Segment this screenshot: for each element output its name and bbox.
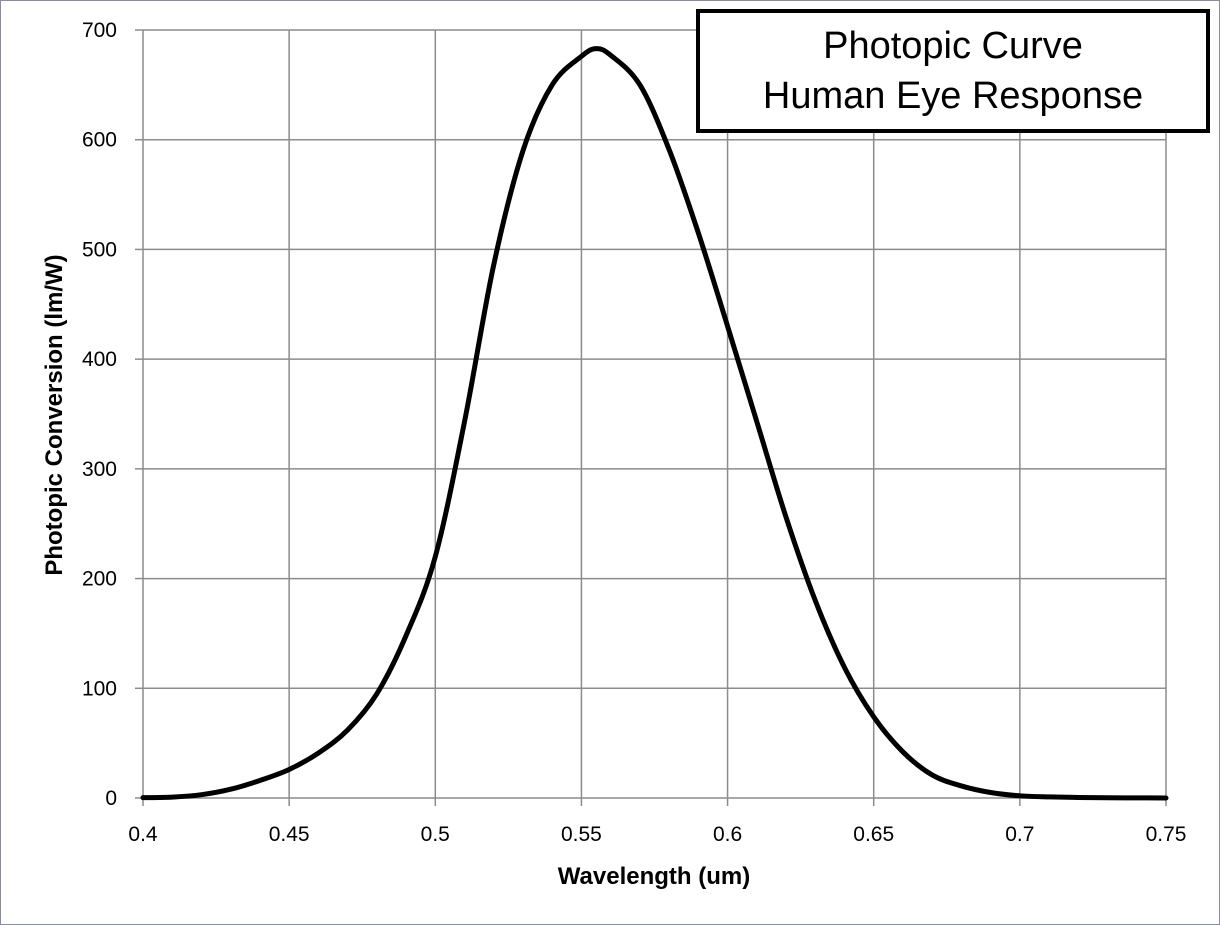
x-tick-label: 0.65 bbox=[853, 823, 894, 846]
x-tick-label: 0.7 bbox=[1005, 823, 1034, 846]
series-line bbox=[140, 46, 1169, 801]
chart-title: Photopic Curve Human Eye Response bbox=[696, 9, 1210, 133]
y-tick-label: 500 bbox=[82, 238, 117, 261]
x-tick-label: 0.4 bbox=[128, 823, 158, 846]
x-tick-label: 0.45 bbox=[269, 823, 310, 846]
x-axis-label: Wavelength (um) bbox=[558, 863, 750, 890]
y-tick-label: 600 bbox=[82, 129, 117, 152]
y-tick-label: 0 bbox=[105, 787, 117, 810]
y-tick-label: 200 bbox=[82, 568, 117, 591]
y-tick-label: 400 bbox=[82, 348, 117, 371]
y-tick-label: 100 bbox=[82, 677, 117, 700]
y-axis-ticks: 0 100 200 300 400 500 600 700 bbox=[82, 19, 117, 810]
y-axis-label: Photopic Conversion (lm/W) bbox=[41, 254, 68, 575]
chart-title-line-2: Human Eye Response bbox=[762, 75, 1144, 117]
chart-title-line-1: Photopic Curve bbox=[823, 25, 1083, 67]
x-tick-label: 0.6 bbox=[713, 823, 742, 846]
grid-lines bbox=[135, 29, 1167, 806]
x-tick-label: 0.75 bbox=[1146, 823, 1187, 846]
x-tick-label: 0.5 bbox=[421, 823, 450, 846]
x-tick-label: 0.55 bbox=[561, 823, 602, 846]
y-tick-label: 700 bbox=[82, 19, 117, 42]
x-axis-ticks: 0.4 0.45 0.5 0.55 0.6 0.65 0.7 0.75 bbox=[128, 823, 1186, 846]
y-tick-label: 300 bbox=[82, 458, 117, 481]
